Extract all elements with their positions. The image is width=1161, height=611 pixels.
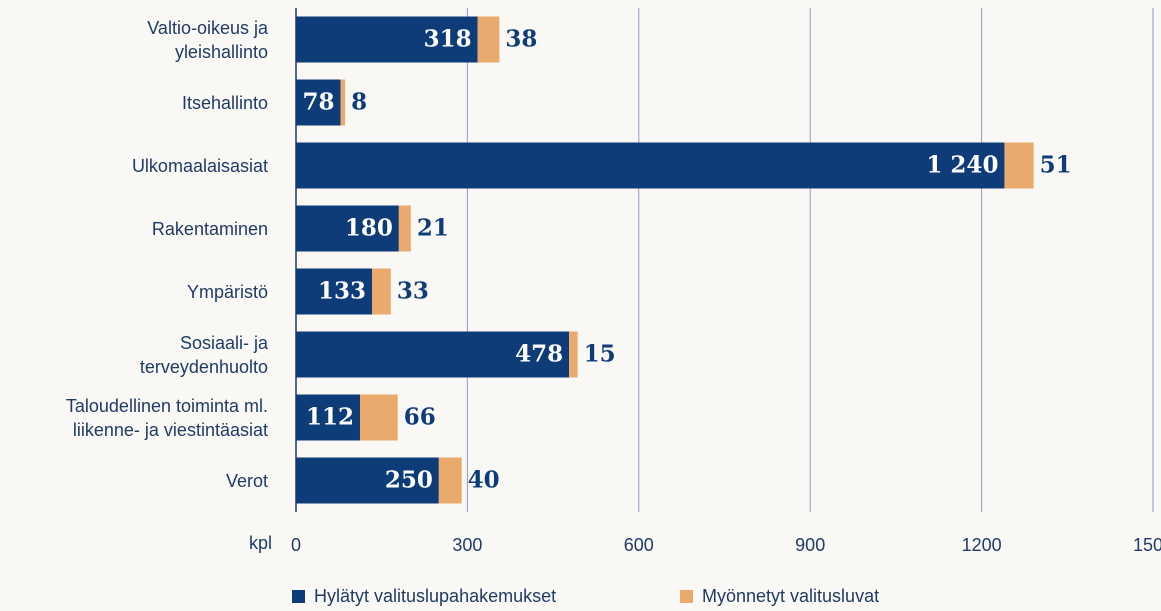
y-tick-label: Verot (225, 470, 268, 491)
x-tick-label: 1500 (1133, 535, 1161, 555)
data-label: 40 (468, 467, 500, 494)
data-label: 8 (351, 89, 367, 116)
data-label: 250 (385, 467, 433, 494)
bar (296, 268, 372, 315)
legend-label: Myönnetyt valitusluvat (702, 586, 879, 606)
data-label: 180 (345, 215, 393, 242)
data-label: 78 (303, 89, 335, 116)
y-tick-label: Ulkomaalaisasiat (131, 155, 268, 176)
x-tick-label: 0 (291, 535, 301, 555)
data-label: 51 (1040, 152, 1072, 179)
x-tick-label: 300 (452, 535, 482, 555)
data-label: 478 (515, 341, 563, 368)
data-label: 33 (397, 278, 429, 305)
bar (296, 457, 439, 504)
data-label: 38 (505, 26, 537, 53)
y-tick-label: Sosiaali- ja terveydenhuolto (139, 332, 268, 377)
y-tick-label: Taloudellinen toiminta ml. liikenne- ja … (65, 395, 268, 440)
data-label: 133 (318, 278, 366, 305)
data-label: 318 (424, 26, 472, 53)
bar (296, 331, 570, 378)
y-tick-label: Itsehallinto (181, 92, 268, 113)
bar (296, 16, 478, 63)
data-label: 1 240 (926, 152, 998, 179)
x-tick-label: 600 (624, 535, 654, 555)
y-tick-label: Ympäristö (186, 281, 268, 302)
x-axis-label: kpl (249, 533, 272, 553)
bar (398, 205, 411, 252)
bar (296, 394, 360, 441)
legend-swatch (680, 590, 693, 603)
y-tick-label: Valtio-oikeus ja yleishallinto (147, 17, 268, 62)
bar (296, 142, 1005, 189)
bar (359, 394, 398, 441)
data-label: 21 (417, 215, 449, 242)
bar (1004, 142, 1034, 189)
legend-swatch (292, 590, 305, 603)
y-tick-label: Rakentaminen (151, 218, 268, 239)
legend-label: Hylätyt valituslupahakemukset (314, 586, 556, 606)
bar (296, 205, 399, 252)
bar (569, 331, 578, 378)
x-tick-label: 1200 (962, 535, 1002, 555)
data-label: 112 (306, 404, 354, 431)
bar (340, 79, 346, 126)
bar (477, 16, 500, 63)
bar (438, 457, 462, 504)
bar (371, 268, 391, 315)
x-tick-label: 900 (795, 535, 825, 555)
data-label: 15 (584, 341, 616, 368)
bar (296, 79, 341, 126)
data-label: 66 (404, 404, 436, 431)
